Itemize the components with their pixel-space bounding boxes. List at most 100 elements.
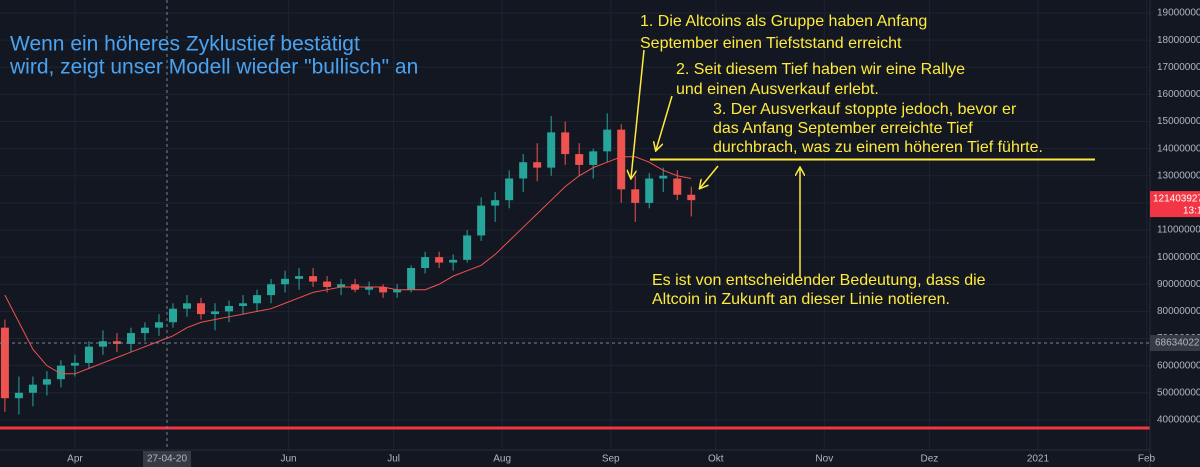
x-tick-label: Dez: [920, 454, 938, 465]
candle-body: [28, 384, 37, 393]
candle-body: [0, 327, 9, 399]
candle-body: [154, 322, 163, 328]
candle-body: [337, 284, 346, 287]
crosshair-x-label: 27-04-20: [147, 454, 187, 465]
candle-body: [281, 278, 290, 285]
crosshair-x-box: [143, 451, 191, 467]
candle-body: [533, 162, 542, 168]
candle-body: [561, 132, 570, 155]
y-tick-label: 1600000000: [1157, 89, 1200, 100]
candle-body: [673, 178, 682, 195]
candle-body: [42, 379, 51, 385]
x-tick-label: Jul: [387, 454, 400, 465]
y-tick-label: 1800000000: [1157, 35, 1200, 46]
y-tick-label: 1900000000: [1157, 8, 1200, 19]
x-tick-label: Feb: [1138, 454, 1156, 465]
candle-body: [407, 267, 416, 290]
candle-body: [477, 205, 486, 236]
candle-body: [168, 308, 177, 323]
candle-body: [547, 132, 556, 168]
arrow: [656, 95, 673, 150]
candle-body: [56, 365, 65, 380]
y-tick-label: 900000000: [1157, 279, 1200, 290]
annotation: Es ist von entscheidender Bedeutung, das…: [652, 272, 986, 289]
chart-title: wird, zeigt unser Modell wieder "bullisc…: [9, 56, 418, 79]
x-tick-label: Jun: [280, 454, 296, 465]
candle-body: [14, 392, 23, 399]
candle-body: [182, 303, 191, 309]
candle-body: [463, 235, 472, 260]
candle-body: [84, 346, 93, 363]
candle-body: [197, 303, 206, 315]
annotation: September einen Tiefststand erreicht: [640, 35, 902, 52]
y-tick-label: 500000000: [1157, 387, 1200, 398]
y-tick-label: 1400000000: [1157, 143, 1200, 154]
candle-body: [267, 284, 276, 296]
annotation: 2. Seit diesem Tief haben wir eine Rally…: [676, 61, 965, 78]
candle-body: [295, 276, 304, 279]
candle-body: [519, 162, 528, 179]
x-tick-label: Sep: [602, 454, 620, 465]
annotation: durchbrach, was zu einem höheren Tief fü…: [713, 139, 1043, 156]
candle-body: [659, 175, 668, 179]
candle-body: [603, 129, 612, 152]
annotation: das Anfang September erreichte Tief: [713, 120, 973, 137]
candle-body: [645, 178, 654, 203]
candle-body: [631, 189, 640, 203]
annotation: und einen Ausverkauf erlebt.: [676, 81, 879, 98]
y-tick-label: 1300000000: [1157, 170, 1200, 181]
last-price-box: [1150, 191, 1200, 218]
candle-body: [126, 333, 135, 344]
y-tick-label: 1100000000: [1157, 225, 1200, 236]
candle-body: [98, 341, 107, 347]
arrow: [631, 49, 645, 178]
chart-title: Wenn ein höheres Zyklustief bestätigt: [10, 33, 360, 56]
candle-body: [435, 257, 444, 263]
x-tick-label: 2021: [1027, 454, 1050, 465]
candle-body: [617, 129, 626, 190]
annotation: 1. Die Altcoins als Gruppe haben Anfang: [640, 13, 927, 30]
annotation: Altcoin in Zukunft an dieser Linie notie…: [652, 291, 950, 308]
plot: [0, 0, 1150, 450]
crosshair-y-label: 68634022252: [1155, 338, 1200, 349]
candle-body: [239, 303, 248, 306]
y-tick-label: 600000000: [1157, 360, 1200, 371]
annotations: Wenn ein höheres Zyklustief bestätigtwir…: [9, 13, 1043, 308]
candle-body: [309, 276, 318, 282]
candle-body: [491, 200, 500, 206]
candle-body: [505, 178, 514, 201]
candle-body: [225, 305, 234, 312]
candle-body: [140, 327, 149, 334]
moving-average: [4, 156, 692, 375]
y-tick-label: 1500000000: [1157, 116, 1200, 127]
x-tick-label: Aug: [493, 454, 511, 465]
y-tick-label: 1700000000: [1157, 62, 1200, 73]
grid: [0, 0, 1150, 450]
candle-body: [589, 151, 598, 165]
candle-body: [421, 257, 430, 268]
y-tick-label: 1000000000: [1157, 252, 1200, 263]
candle-body: [253, 295, 262, 304]
timer-label: 13:1: [1183, 206, 1200, 217]
annotation: 3. Der Ausverkauf stoppte jedoch, bevor …: [713, 101, 1017, 118]
y-tick-label: 800000000: [1157, 306, 1200, 317]
candle-body: [575, 154, 584, 165]
candle-body: [449, 259, 458, 263]
x-tick-label: Okt: [708, 454, 724, 465]
x-tick-label: Nov: [815, 454, 833, 465]
crosshair-y-box: [1150, 335, 1200, 351]
x-tick-label: Apr: [67, 454, 83, 465]
y-tick-label: 400000000: [1157, 415, 1200, 426]
candle-body: [379, 286, 388, 293]
candle-body: [365, 286, 374, 290]
arrows: [631, 49, 800, 278]
arrow: [700, 165, 719, 188]
candle-body: [70, 362, 79, 366]
candle-body: [211, 311, 220, 315]
candle-body: [687, 194, 696, 201]
candle-body: [393, 289, 402, 293]
candle-body: [323, 281, 332, 287]
last-price-label: 1214039278: [1153, 194, 1200, 205]
